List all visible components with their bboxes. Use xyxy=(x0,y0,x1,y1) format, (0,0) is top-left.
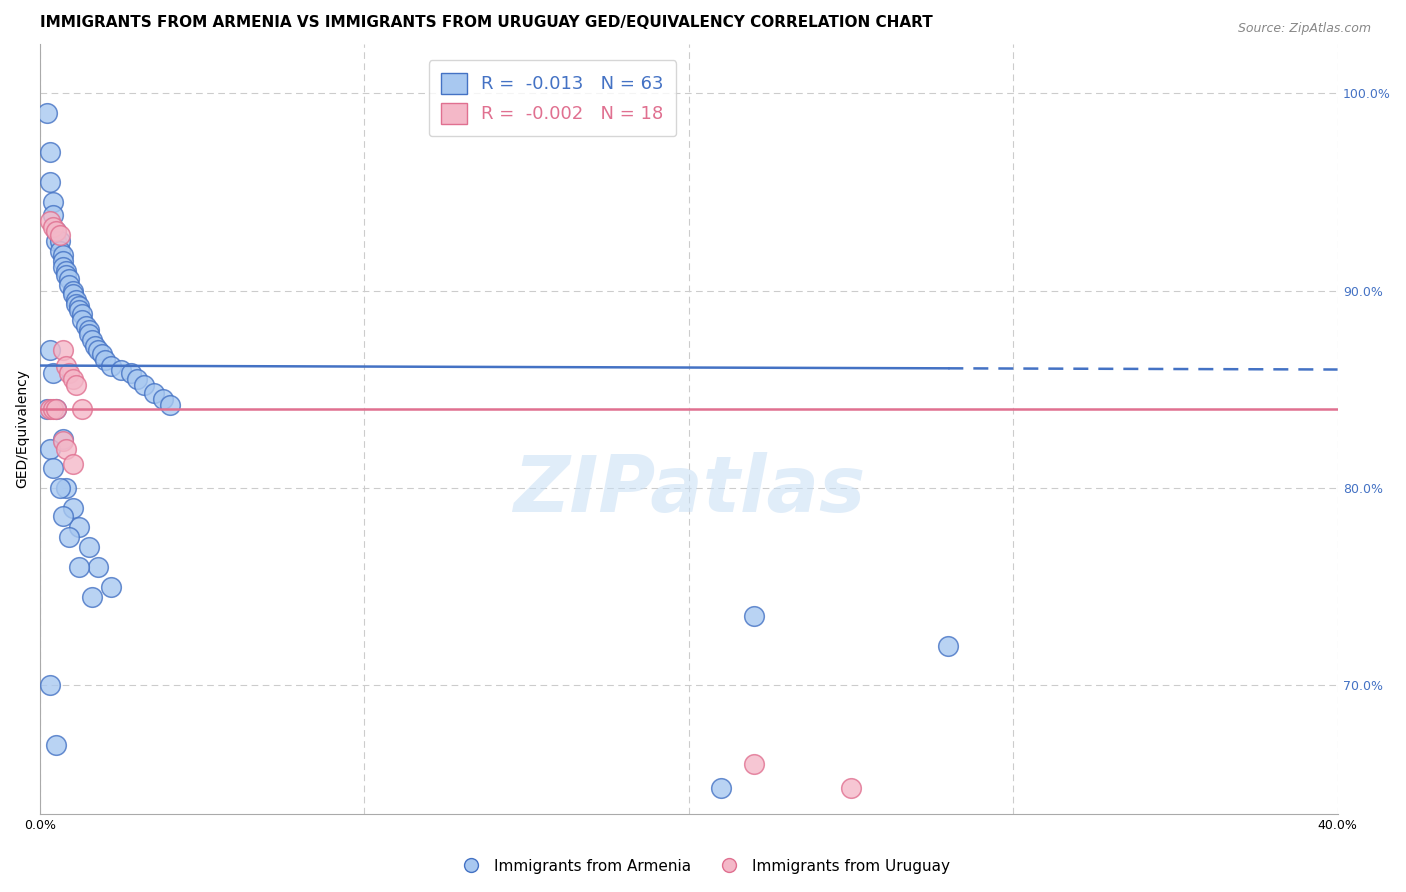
Point xyxy=(48,228,70,243)
Point xyxy=(120,367,142,381)
Point xyxy=(48,244,70,258)
Point xyxy=(38,145,60,160)
Point xyxy=(38,402,60,417)
Point xyxy=(52,434,75,448)
Point xyxy=(38,214,60,228)
Point xyxy=(45,224,67,238)
Point xyxy=(45,738,67,752)
Point xyxy=(110,362,132,376)
Point xyxy=(35,105,58,120)
Point xyxy=(62,287,84,301)
Point xyxy=(45,234,67,248)
Point xyxy=(38,175,60,189)
Point xyxy=(67,520,90,534)
Point xyxy=(38,343,60,357)
Point xyxy=(742,757,765,772)
Legend: R =  -0.013   N = 63, R =  -0.002   N = 18: R = -0.013 N = 63, R = -0.002 N = 18 xyxy=(429,61,676,136)
Point xyxy=(52,343,75,357)
Point xyxy=(75,319,97,334)
Point xyxy=(159,398,181,412)
Point xyxy=(710,781,733,796)
Point xyxy=(72,313,94,327)
Point xyxy=(62,500,84,515)
Point xyxy=(52,260,75,274)
Point xyxy=(52,253,75,268)
Point xyxy=(67,303,90,318)
Point xyxy=(152,392,174,406)
Point xyxy=(67,299,90,313)
Point xyxy=(52,432,75,446)
Point xyxy=(65,293,87,308)
Text: IMMIGRANTS FROM ARMENIA VS IMMIGRANTS FROM URUGUAY GED/EQUIVALENCY CORRELATION C: IMMIGRANTS FROM ARMENIA VS IMMIGRANTS FR… xyxy=(41,15,932,30)
Point xyxy=(42,402,65,417)
Point xyxy=(742,609,765,624)
Text: Source: ZipAtlas.com: Source: ZipAtlas.com xyxy=(1237,22,1371,36)
Point xyxy=(142,386,165,401)
Point xyxy=(48,481,70,495)
Point xyxy=(100,580,122,594)
Point xyxy=(48,234,70,248)
Point xyxy=(72,307,94,321)
Legend: Immigrants from Armenia, Immigrants from Uruguay: Immigrants from Armenia, Immigrants from… xyxy=(450,853,956,880)
Point xyxy=(84,339,107,353)
Point xyxy=(100,359,122,373)
Point xyxy=(77,323,100,337)
Point xyxy=(42,367,65,381)
Point xyxy=(58,277,80,292)
Point xyxy=(42,220,65,235)
Point xyxy=(72,402,94,417)
Point xyxy=(65,297,87,311)
Point xyxy=(67,560,90,574)
Point xyxy=(80,590,103,604)
Point xyxy=(62,458,84,472)
Y-axis label: GED/Equivalency: GED/Equivalency xyxy=(15,369,30,488)
Point xyxy=(62,284,84,298)
Point xyxy=(77,326,100,341)
Point xyxy=(38,678,60,692)
Point xyxy=(55,268,77,282)
Point xyxy=(35,402,58,417)
Point xyxy=(52,508,75,523)
Point xyxy=(77,541,100,555)
Point xyxy=(936,639,959,653)
Point xyxy=(90,347,112,361)
Point xyxy=(42,461,65,475)
Point xyxy=(42,209,65,223)
Point xyxy=(42,194,65,209)
Point xyxy=(87,343,110,357)
Point xyxy=(87,560,110,574)
Point xyxy=(45,224,67,238)
Point xyxy=(45,402,67,417)
Point xyxy=(58,530,80,544)
Point xyxy=(94,352,117,367)
Point xyxy=(65,378,87,392)
Point xyxy=(38,442,60,456)
Text: ZIPatlas: ZIPatlas xyxy=(513,452,865,528)
Point xyxy=(839,781,862,796)
Point xyxy=(55,264,77,278)
Point xyxy=(62,372,84,386)
Point xyxy=(55,442,77,456)
Point xyxy=(132,378,155,392)
Point xyxy=(58,271,80,285)
Point xyxy=(45,402,67,417)
Point xyxy=(55,359,77,373)
Point xyxy=(52,248,75,262)
Point xyxy=(55,481,77,495)
Point xyxy=(127,372,149,386)
Point xyxy=(58,367,80,381)
Point xyxy=(80,333,103,347)
